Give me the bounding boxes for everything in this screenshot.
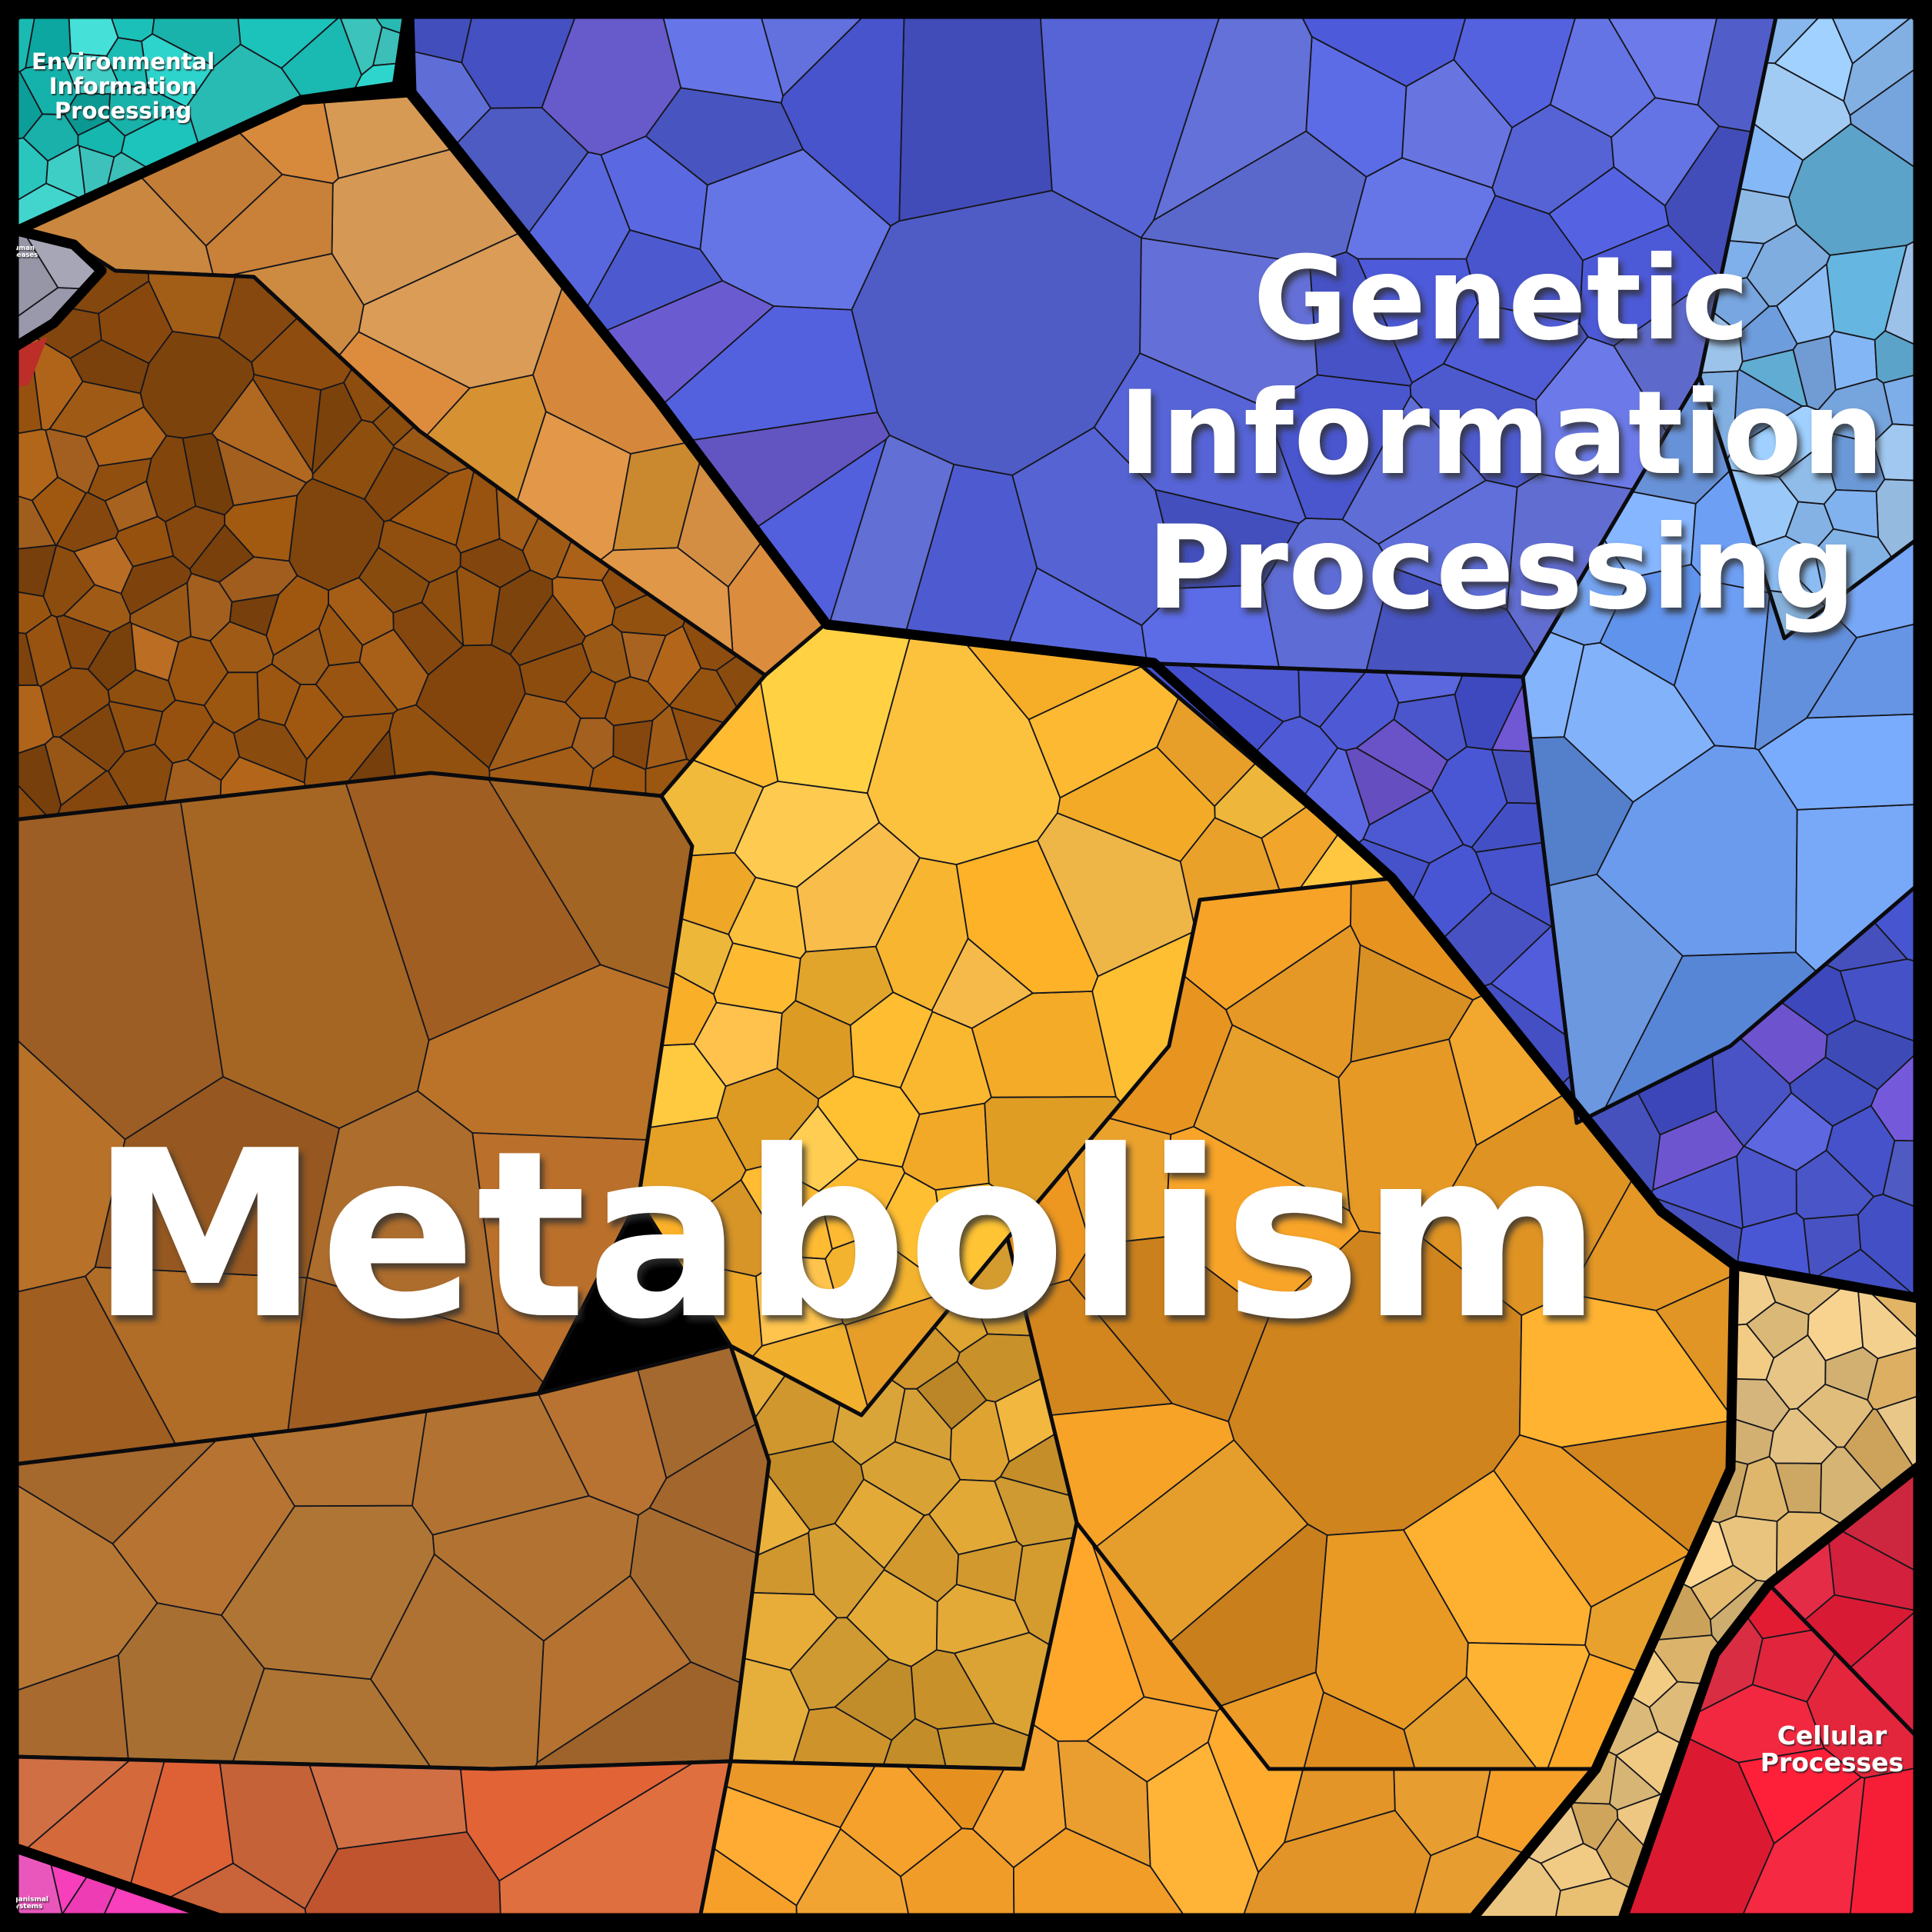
treemap-cell — [599, 547, 734, 654]
treemap-cell — [1139, 237, 1318, 408]
treemap-cell — [1344, 747, 1432, 826]
treemap-cell — [129, 581, 192, 643]
treemap-cell — [647, 625, 702, 707]
treemap-cell — [1765, 1334, 1827, 1411]
treemap-cell — [916, 1361, 988, 1431]
treemap-cell — [58, 703, 125, 772]
treemap-cell — [518, 642, 593, 704]
treemap-cell — [211, 378, 314, 484]
label-cellular: Cellular Processes — [1760, 1720, 1904, 1777]
treemap-cell — [358, 546, 431, 614]
label-human: Human Diseases — [5, 245, 38, 259]
treemap-cell — [1792, 335, 1837, 411]
label-organismal: Organismal Systems — [4, 1896, 48, 1910]
treemap-cell — [536, 1575, 692, 1764]
region-metabolism — [12, 90, 1920, 1920]
label-environmental: Environmental Information Processing — [32, 48, 215, 124]
treemap-cell — [1746, 224, 1831, 308]
regions-layer — [12, 12, 1920, 1920]
treemap-cell — [108, 85, 185, 137]
labels-layer: Metabolism Genetic Information Processing En… — [4, 48, 1904, 1910]
treemap-cell — [872, 1171, 951, 1291]
treemap-cell — [509, 594, 587, 666]
treemap-cell — [1540, 1843, 1613, 1891]
treemap-cell — [44, 735, 108, 806]
treemap-cell — [315, 661, 398, 718]
treemap-cell — [98, 280, 174, 365]
treemap-cell — [796, 821, 921, 953]
treemap-cell — [898, 13, 1053, 222]
treemap-cell — [1350, 944, 1474, 1063]
treemap-cell — [768, 1105, 859, 1192]
treemap-cell — [849, 991, 934, 1089]
label-metabolism: Metabolism — [90, 1101, 1602, 1370]
treemap-cell — [755, 1255, 844, 1347]
red-sliver — [14, 337, 48, 388]
treemap-cell — [218, 556, 298, 603]
treemap-cell — [834, 1478, 925, 1570]
treemap-cell — [85, 406, 168, 467]
treemap-cell — [69, 339, 150, 395]
label-genetic: Genetic Information Processing — [1118, 232, 1884, 635]
treemap-cell — [1823, 489, 1879, 538]
treemap-cell — [1599, 564, 1706, 687]
treemap-cell — [1743, 1091, 1834, 1171]
treemap-cell — [1345, 157, 1496, 260]
treemap-cell — [564, 670, 617, 719]
treemap-cell — [1690, 1564, 1757, 1621]
treemap-cell — [734, 781, 881, 888]
treemap-cell — [1443, 302, 1589, 401]
region-cellular — [1621, 1464, 1920, 1920]
treemap-cell — [1493, 1434, 1693, 1608]
